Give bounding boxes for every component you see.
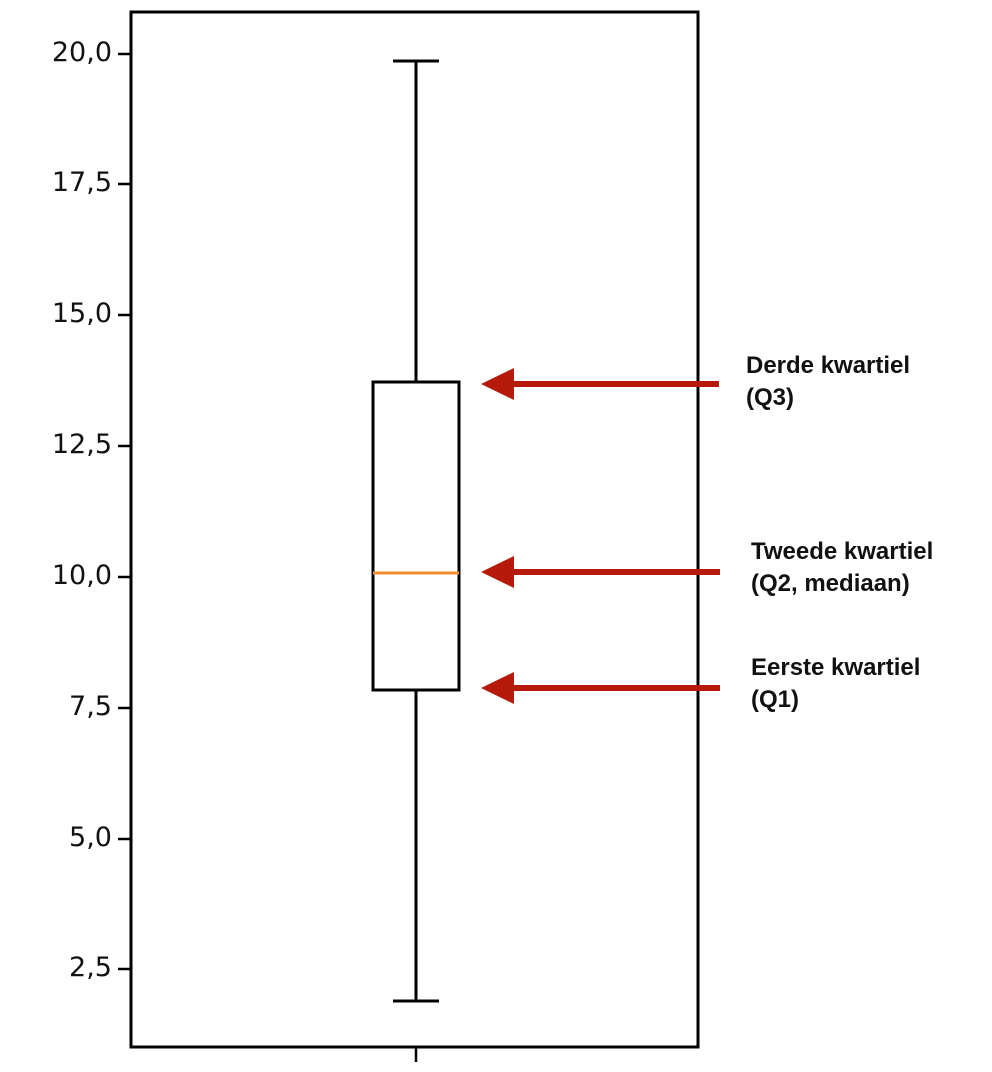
- y-tick-label-10: 10,0: [51, 560, 112, 591]
- y-tick-label-17-5: 17,5: [51, 167, 112, 198]
- annotation-q2: Tweede kwartiel (Q2, mediaan): [751, 536, 933, 600]
- arrow-q2: [481, 556, 720, 588]
- annotation-q3-line1: Derde kwartiel: [746, 352, 911, 379]
- plot-frame: [129, 10, 700, 1049]
- iqr-box: [371, 380, 461, 692]
- annotation-q1-line2: (Q1): [751, 686, 799, 713]
- arrow-q1: [481, 672, 720, 704]
- annotation-q2-line1: Tweede kwartiel: [751, 538, 934, 565]
- arrow-q3: [481, 368, 719, 400]
- annotation-q2-line2: (Q2, mediaan): [751, 570, 910, 597]
- y-tick-label-20: 20,0: [51, 37, 112, 68]
- y-tick-label-7-5: 7,5: [69, 691, 112, 722]
- annotation-q1-line1: Eerste kwartiel: [751, 654, 921, 681]
- annotation-q3-line2: (Q3): [746, 384, 794, 411]
- y-tick-label-2-5: 2,5: [69, 952, 112, 983]
- annotation-q1: Eerste kwartiel (Q1): [751, 652, 920, 716]
- y-tick-label-12-5: 12,5: [51, 429, 112, 460]
- y-tick-label-15: 15,0: [51, 298, 112, 329]
- y-axis-ticks: [118, 52, 131, 971]
- y-tick-label-5: 5,0: [69, 822, 112, 853]
- annotation-q3: Derde kwartiel (Q3): [746, 350, 910, 414]
